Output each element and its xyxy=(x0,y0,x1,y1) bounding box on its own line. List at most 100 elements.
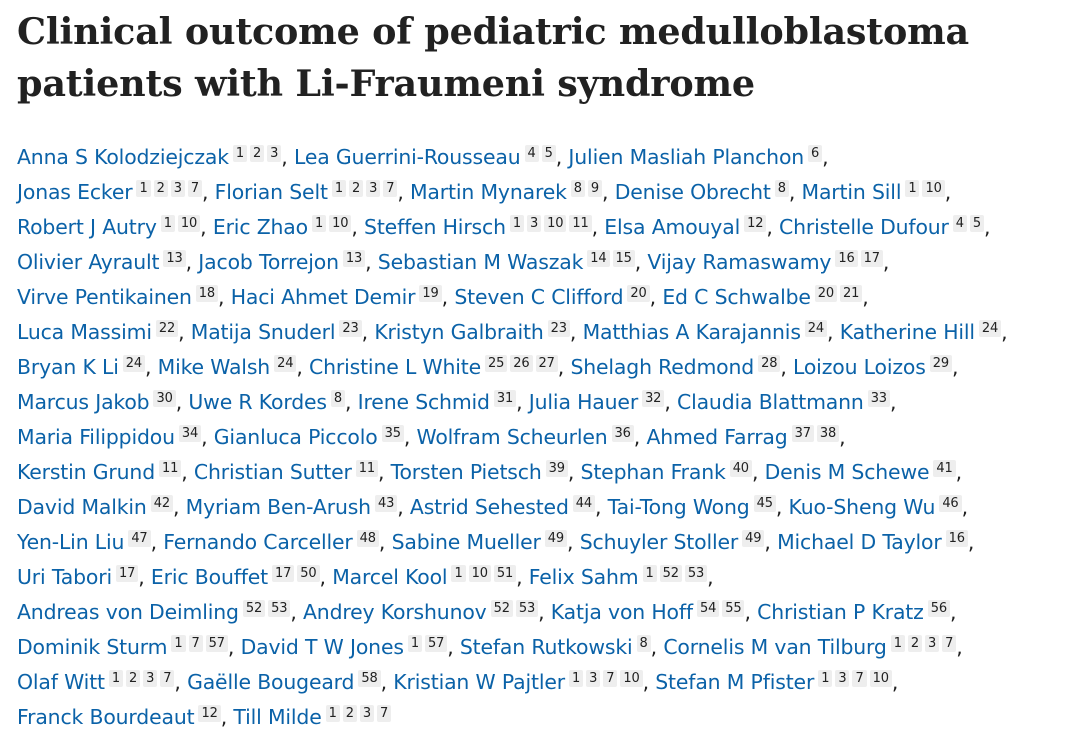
author-name-link[interactable]: Astrid Sehested xyxy=(409,495,569,519)
affiliation-badge[interactable]: 19 xyxy=(419,285,442,302)
affiliation-badge[interactable]: 53 xyxy=(684,565,708,582)
author-name-link[interactable]: Julia Hauer xyxy=(528,390,639,414)
affiliation-badge[interactable]: 1 xyxy=(818,670,833,687)
affiliation-badge[interactable]: 52 xyxy=(659,565,682,582)
author-name-link[interactable]: Julien Masliah Planchon xyxy=(568,145,805,169)
affiliation-badge[interactable]: 53 xyxy=(515,600,539,617)
author-name-link[interactable]: Kristyn Galbraith xyxy=(374,320,544,344)
author-name-link[interactable]: Steven C Clifford xyxy=(454,285,624,309)
affiliation-badge[interactable]: 4 xyxy=(952,215,967,232)
author-name-link[interactable]: Stefan M Pfister xyxy=(655,670,815,694)
affiliation-badge[interactable]: 16 xyxy=(945,530,968,547)
author-name-link[interactable]: Schuyler Stoller xyxy=(579,530,739,554)
author-name-link[interactable]: Christine L White xyxy=(309,355,482,379)
affiliation-badge[interactable]: 2 xyxy=(907,635,922,652)
affiliation-badge[interactable]: 45 xyxy=(753,495,776,512)
author-name-link[interactable]: Andrey Korshunov xyxy=(303,600,487,624)
affiliation-badge[interactable]: 42 xyxy=(150,495,173,512)
affiliation-badge[interactable]: 2 xyxy=(250,145,265,162)
affiliation-badge[interactable]: 15 xyxy=(612,250,635,267)
affiliation-badge[interactable]: 10 xyxy=(620,670,643,687)
affiliation-badge[interactable]: 26 xyxy=(510,355,533,372)
affiliation-badge[interactable]: 5 xyxy=(541,145,556,162)
author-name-link[interactable]: Franck Bourdeaut xyxy=(17,705,195,729)
author-name-link[interactable]: Gianluca Piccolo xyxy=(213,425,378,449)
affiliation-badge[interactable]: 1 xyxy=(171,635,186,652)
author-name-link[interactable]: Steffen Hirsch xyxy=(364,215,506,239)
affiliation-badge[interactable]: 53 xyxy=(268,600,291,617)
affiliation-badge[interactable]: 11 xyxy=(355,460,378,477)
author-name-link[interactable]: Tai-Tong Wong xyxy=(607,495,750,519)
affiliation-badge[interactable]: 46 xyxy=(939,495,962,512)
affiliation-badge[interactable]: 1 xyxy=(108,670,124,687)
author-name-link[interactable]: Martin Sill xyxy=(801,180,902,204)
affiliation-badge[interactable]: 2 xyxy=(153,180,168,197)
author-name-link[interactable]: Myriam Ben-Arush xyxy=(185,495,371,519)
author-name-link[interactable]: Olaf Witt xyxy=(17,670,105,694)
affiliation-badge[interactable]: 50 xyxy=(297,565,320,582)
affiliation-badge[interactable]: 3 xyxy=(924,635,940,652)
author-name-link[interactable]: Katja von Hoff xyxy=(550,600,693,624)
affiliation-badge[interactable]: 22 xyxy=(155,320,179,337)
affiliation-badge[interactable]: 1 xyxy=(568,670,584,687)
affiliation-badge[interactable]: 27 xyxy=(535,355,558,372)
affiliation-badge[interactable]: 48 xyxy=(356,530,379,547)
author-name-link[interactable]: Robert J Autry xyxy=(17,215,157,239)
author-name-link[interactable]: Katherine Hill xyxy=(839,320,975,344)
affiliation-badge[interactable]: 51 xyxy=(493,565,517,582)
author-name-link[interactable]: Shelagh Redmond xyxy=(570,355,755,379)
affiliation-badge[interactable]: 49 xyxy=(544,530,568,547)
affiliation-badge[interactable]: 52 xyxy=(242,600,266,617)
affiliation-badge[interactable]: 7 xyxy=(383,180,398,197)
affiliation-badge[interactable]: 1 xyxy=(136,180,151,197)
affiliation-badge[interactable]: 2 xyxy=(348,180,364,197)
affiliation-badge[interactable]: 1 xyxy=(407,635,422,652)
affiliation-badge[interactable]: 24 xyxy=(122,355,145,372)
affiliation-badge[interactable]: 2 xyxy=(126,670,141,687)
author-name-link[interactable]: Loizou Loizos xyxy=(793,355,926,379)
affiliation-badge[interactable]: 10 xyxy=(177,215,201,232)
affiliation-badge[interactable]: 32 xyxy=(642,390,665,407)
affiliation-badge[interactable]: 3 xyxy=(267,145,282,162)
affiliation-badge[interactable]: 17 xyxy=(272,565,295,582)
affiliation-badge[interactable]: 29 xyxy=(929,355,952,372)
author-name-link[interactable]: Florian Selt xyxy=(214,180,328,204)
affiliation-badge[interactable]: 52 xyxy=(490,600,513,617)
affiliation-badge[interactable]: 5 xyxy=(969,215,985,232)
author-name-link[interactable]: Kristian W Pajtler xyxy=(393,670,565,694)
author-name-link[interactable]: Jacob Torrejon xyxy=(198,250,339,274)
affiliation-badge[interactable]: 14 xyxy=(587,250,610,267)
affiliation-badge[interactable]: 1 xyxy=(905,180,920,197)
affiliation-badge[interactable]: 12 xyxy=(744,215,767,232)
affiliation-badge[interactable]: 7 xyxy=(187,180,202,197)
affiliation-badge[interactable]: 49 xyxy=(742,530,765,547)
author-name-link[interactable]: Eric Bouffet xyxy=(150,565,269,589)
author-name-link[interactable]: Till Milde xyxy=(233,705,322,729)
author-name-link[interactable]: Wolfram Scheurlen xyxy=(416,425,608,449)
affiliation-badge[interactable]: 24 xyxy=(978,320,1002,337)
affiliation-badge[interactable]: 3 xyxy=(527,215,542,232)
affiliation-badge[interactable]: 58 xyxy=(358,670,381,687)
affiliation-badge[interactable]: 9 xyxy=(587,180,603,197)
affiliation-badge[interactable]: 8 xyxy=(636,635,651,652)
author-name-link[interactable]: Marcus Jakob xyxy=(17,390,150,414)
affiliation-badge[interactable]: 3 xyxy=(359,705,374,722)
affiliation-badge[interactable]: 11 xyxy=(159,460,182,477)
author-name-link[interactable]: Ed C Schwalbe xyxy=(662,285,811,309)
author-name-link[interactable]: Fernando Carceller xyxy=(163,530,353,554)
affiliation-badge[interactable]: 43 xyxy=(374,495,398,512)
author-name-link[interactable]: Uwe R Kordes xyxy=(188,390,327,414)
author-name-link[interactable]: Bryan K Li xyxy=(17,355,119,379)
author-name-link[interactable]: Gaëlle Bougeard xyxy=(187,670,355,694)
author-name-link[interactable]: Andreas von Deimling xyxy=(17,600,239,624)
affiliation-badge[interactable]: 3 xyxy=(586,670,601,687)
author-name-link[interactable]: Lea Guerrini-Rousseau xyxy=(293,145,521,169)
author-name-link[interactable]: Michael D Taylor xyxy=(777,530,942,554)
affiliation-badge[interactable]: 16 xyxy=(835,250,858,267)
affiliation-badge[interactable]: 21 xyxy=(840,285,863,302)
author-name-link[interactable]: David T W Jones xyxy=(240,635,404,659)
affiliation-badge[interactable]: 20 xyxy=(814,285,838,302)
affiliation-badge[interactable]: 17 xyxy=(860,250,883,267)
affiliation-badge[interactable]: 10 xyxy=(329,215,352,232)
affiliation-badge[interactable]: 1 xyxy=(890,635,905,652)
